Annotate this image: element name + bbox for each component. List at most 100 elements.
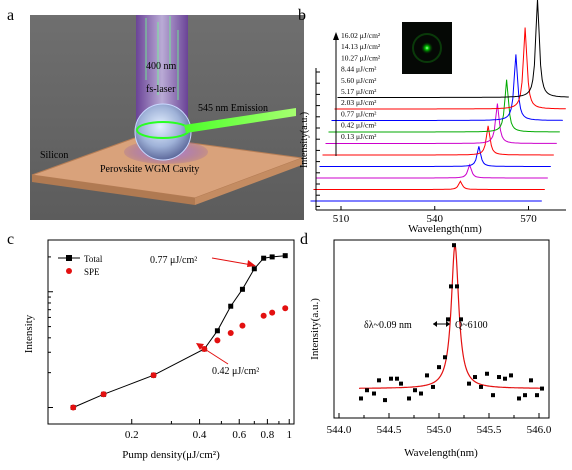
linewidth-arrow-left [433, 321, 437, 327]
annotation-042: 0.42 μJ/cm² [212, 366, 259, 377]
panel-d-x-label: Wavelength(nm) [404, 447, 478, 459]
panel-c-series [70, 253, 289, 411]
cavity-text: Perovskite WGM Cavity [100, 164, 199, 175]
panel-c-label: c [7, 231, 14, 248]
spe-point [239, 322, 246, 329]
panel-d-x-tick-label: 545.5 [477, 424, 502, 436]
spe-point [282, 305, 289, 312]
data-point [437, 365, 441, 370]
data-point [491, 393, 495, 398]
panel-a: a 400 nm fs-laser 545 nm Emission Silico… [7, 7, 304, 220]
data-point [517, 396, 521, 401]
data-point [452, 243, 456, 248]
fluence-label: 2.03 μJ/cm² [341, 98, 377, 107]
data-point [413, 388, 417, 393]
panel-b-y-ticks [316, 71, 320, 207]
spe-point [150, 372, 157, 379]
total-line [73, 255, 286, 408]
fluence-label: 5.17 μJ/cm² [341, 87, 377, 96]
panel-d-x-tick-label: 546.0 [527, 424, 552, 436]
data-point [419, 391, 423, 396]
beam-streaks [145, 16, 179, 100]
spe-point [214, 337, 221, 344]
linewidth-text: δλ~0.09 nm [364, 320, 412, 331]
emission-image-spot [421, 42, 433, 54]
substrate-edge [32, 175, 195, 205]
panel-b-x-ticks: 510 540 570 [333, 206, 537, 225]
data-point [503, 376, 507, 381]
annotation-077: 0.77 μJ/cm² [150, 255, 197, 266]
data-point [529, 378, 533, 383]
fluence-label: 10.27 μJ/cm² [341, 53, 381, 62]
panel-c-x-tick-label: 1 [286, 429, 292, 441]
linewidth-arrow-right [446, 321, 450, 327]
legend-total-text: Total [84, 254, 103, 264]
data-point [443, 355, 447, 360]
data-point [523, 393, 527, 398]
panel-b-x-tick-label: 510 [333, 213, 350, 225]
panel-d-x-tick-label: 544.5 [377, 424, 402, 436]
legend-spe-text: SPE [84, 267, 100, 277]
fluence-label: 5.60 μJ/cm² [341, 76, 377, 85]
perovskite-sphere [134, 103, 192, 161]
emission-image-ring [412, 33, 442, 63]
data-point [395, 376, 399, 381]
panel-d-x-tick-label: 545.0 [427, 424, 452, 436]
data-point [377, 378, 381, 383]
total-point [269, 254, 275, 260]
spectrum-6 [325, 103, 557, 144]
annotation-042-arrowhead [196, 343, 204, 350]
panel-c-ticks: 0.2 0.4 0.6 0.8 1 [48, 256, 292, 441]
data-point [389, 376, 393, 381]
panel-c-x-tick-label: 0.4 [193, 429, 207, 441]
panel-b-fluence-list: 16.02 μJ/cm² 14.13 μJ/cm² 10.27 μJ/cm² 8.44… [341, 31, 381, 141]
panel-c-x-tick-label: 0.8 [261, 429, 275, 441]
panel-c-x-tick-label: 0.6 [232, 429, 246, 441]
total-point [282, 253, 288, 259]
annotation-077-arrow [211, 257, 253, 266]
annotation-077-arrowhead [247, 260, 256, 267]
panel-d-plot-frame [333, 239, 550, 419]
data-point [449, 284, 453, 289]
data-point [485, 371, 489, 376]
legend-total-marker [66, 255, 72, 261]
emission-beam [184, 108, 296, 133]
spe-point [260, 312, 267, 319]
panel-b-x-tick-label: 570 [520, 213, 537, 225]
fluence-label: 8.44 μJ/cm² [341, 65, 377, 74]
spectrum-4 [319, 146, 551, 167]
data-point [479, 384, 483, 389]
beam-text-1: 400 nm [146, 61, 177, 72]
panel-c-x-label: Pump density(μJ/cm²) [122, 449, 220, 461]
spectrum-10 [337, 0, 569, 98]
panel-b-x-tick-label: 540 [427, 213, 444, 225]
emission-text: 545 nm Emission [198, 103, 268, 114]
total-point [228, 303, 234, 309]
fluence-arrowhead [333, 32, 339, 40]
q-factor-text: Q~6100 [455, 320, 488, 331]
substrate-side [195, 158, 302, 205]
total-point [214, 328, 220, 334]
spe-point [70, 404, 77, 411]
data-point [535, 393, 539, 398]
legend-spe-marker [66, 268, 72, 274]
panel-d: d 544.0 544.5 545.0 545.5 546.0 δλ~0.09 nm Q… [300, 231, 552, 459]
fluence-label: 16.02 μJ/cm² [341, 31, 381, 40]
total-point [261, 255, 267, 261]
data-point [365, 388, 369, 393]
fluence-label: 0.77 μJ/cm² [341, 109, 377, 118]
data-point [509, 373, 513, 378]
annotation-042-arrow [199, 345, 229, 365]
panel-d-x-tick-label: 544.0 [327, 424, 352, 436]
data-point [383, 398, 387, 403]
spectrum-3 [316, 163, 548, 179]
data-point [446, 317, 450, 322]
data-point [359, 396, 363, 401]
spectrum-8 [331, 54, 563, 121]
substrate-text: Silicon [40, 150, 68, 161]
panel-b-y-label: Intensity(a.u.) [299, 112, 310, 168]
data-point [455, 284, 459, 289]
fluence-label: 0.13 μJ/cm² [341, 132, 377, 141]
data-point [407, 396, 411, 401]
